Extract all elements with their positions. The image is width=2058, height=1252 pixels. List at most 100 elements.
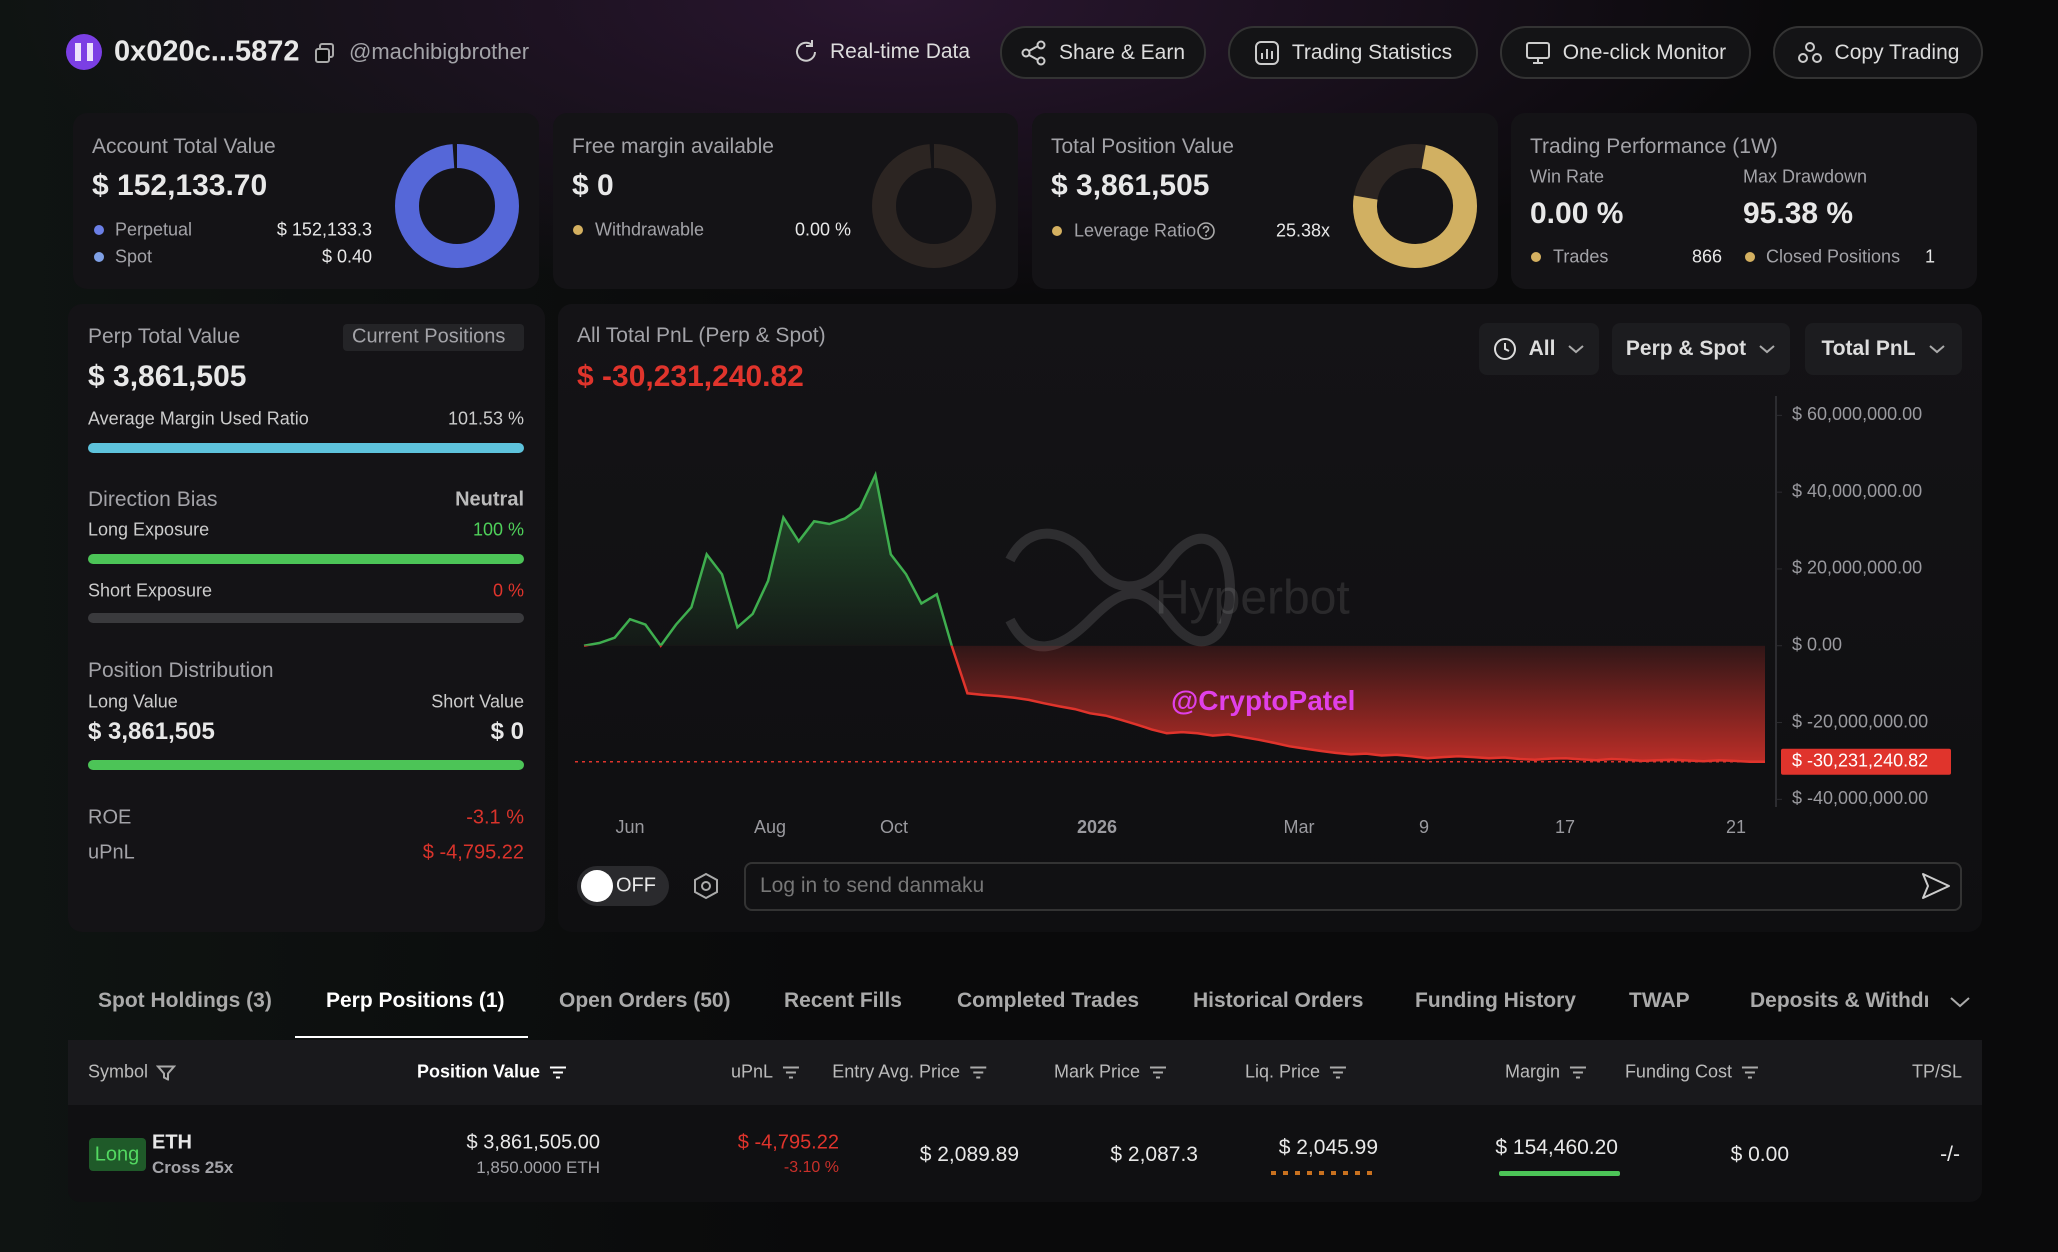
legend-dot	[1745, 252, 1755, 262]
nav-monitor[interactable]: One-click Monitor	[1500, 26, 1751, 79]
sort-icon	[783, 1066, 799, 1078]
row-label: Withdrawable	[595, 219, 705, 240]
tab[interactable]: Open Orders (50)	[559, 989, 731, 1012]
y-tick-label: $ -40,000,000.00	[1792, 788, 1928, 808]
row-value: 0.00 %	[794, 219, 851, 240]
column-header[interactable]: Margin	[1505, 1062, 1588, 1083]
danmaku-input[interactable]	[744, 862, 1962, 911]
tab-chip-label: Current Positions	[352, 325, 506, 348]
tab[interactable]: Funding History	[1415, 989, 1576, 1012]
column-header[interactable]: Funding Cost	[1625, 1062, 1760, 1083]
donut	[1353, 143, 1477, 268]
row-value: $ 0.40	[321, 246, 372, 267]
copy-icon[interactable]	[314, 42, 336, 64]
icon-shape	[1150, 1066, 1166, 1078]
long-bar	[88, 554, 524, 564]
column-label: Position Value	[416, 1061, 540, 1082]
sort-icon	[1150, 1066, 1166, 1078]
value: 100 %	[472, 519, 524, 540]
stat-value: 95.38 %	[1743, 197, 1854, 230]
cell-sub: -3.10 %	[783, 1159, 839, 1176]
filter-metric[interactable]: Total PnL	[1805, 323, 1962, 375]
table-header	[68, 1040, 1982, 1105]
cell-sub: 1,850.0000 ETH	[476, 1158, 600, 1177]
legend-dot	[1531, 252, 1541, 262]
column-header[interactable]: Symbol	[88, 1061, 177, 1083]
tab-chip[interactable]	[343, 324, 524, 351]
symbol: ETH	[152, 1131, 192, 1154]
row-value: 25.38x	[1275, 220, 1330, 241]
column-header[interactable]: Position Value	[417, 1062, 568, 1083]
handle: @machibigbrother	[349, 39, 530, 64]
refresh-icon	[796, 40, 816, 62]
settings-icon[interactable]	[692, 872, 720, 900]
sort-icon	[1742, 1066, 1758, 1078]
column-header[interactable]: Mark Price	[1054, 1062, 1168, 1083]
column-header[interactable]: uPnL	[731, 1062, 801, 1083]
x-tick-label: Oct	[880, 817, 908, 837]
liq-indicator	[1271, 1171, 1379, 1175]
tab[interactable]: Deposits & Withdra	[1750, 989, 1928, 1012]
send-icon[interactable]	[1920, 871, 1952, 901]
tab[interactable]: Completed Trades	[957, 989, 1140, 1012]
legend-dot	[94, 225, 104, 235]
pnl-value: $ -30,231,240.82	[577, 360, 804, 393]
row-label: Spot	[115, 246, 153, 267]
panel-title: Perp Total Value	[88, 325, 241, 348]
short-bar	[88, 613, 524, 623]
monitor-icon	[1525, 41, 1550, 64]
x-tick-label: Jun	[615, 817, 644, 837]
tabs-more[interactable]	[1948, 994, 1972, 1010]
column-label: uPnL	[730, 1061, 773, 1082]
tab-active[interactable]: Perp Positions (1)	[326, 989, 505, 1012]
row-label: Leverage Ratio	[1074, 220, 1197, 241]
column-label: Symbol	[88, 1061, 149, 1082]
margin-bar	[88, 443, 524, 453]
icon-shape	[970, 1066, 986, 1078]
share-icon	[1021, 40, 1046, 65]
nav-copy[interactable]: Copy Trading	[1773, 26, 1983, 79]
nav-realtime[interactable]: Real-time Data	[792, 39, 970, 65]
line-up	[583, 470, 954, 646]
stat-label: Max Drawdown	[1743, 166, 1868, 187]
column-header[interactable]: TP/SL	[1912, 1062, 1962, 1083]
nav-share[interactable]: Share & Earn	[1000, 26, 1206, 79]
sort-icon	[550, 1066, 566, 1078]
panel-title: All Total PnL (Perp & Spot)	[577, 324, 826, 347]
cell: $ 154,460.20	[1495, 1136, 1618, 1159]
cell: $ -4,795.22	[737, 1131, 839, 1154]
nav-stats[interactable]: Trading Statistics	[1228, 26, 1478, 79]
card-value: $ 0	[572, 169, 614, 202]
icon-shape	[1330, 1066, 1346, 1078]
value: $ 0	[490, 718, 524, 745]
sort-icon	[970, 1066, 986, 1078]
tab[interactable]: Recent Fills	[784, 989, 902, 1012]
area-down	[584, 645, 1765, 762]
label: Short Value	[431, 691, 524, 712]
y-tick-label: $ -20,000,000.00	[1792, 711, 1928, 731]
nav-label: Share & Earn	[1058, 40, 1186, 64]
toggle-knob	[581, 870, 613, 902]
column-header[interactable]: Liq. Price	[1245, 1062, 1348, 1083]
tab[interactable]: TWAP	[1629, 989, 1690, 1012]
tab[interactable]: Spot Holdings (3)	[98, 989, 272, 1012]
side: Long	[94, 1143, 140, 1166]
chevron	[1568, 345, 1585, 354]
value: Neutral	[455, 488, 524, 511]
card-title: Account Total Value	[92, 135, 276, 158]
line-down	[584, 645, 1766, 764]
row-value: 866	[1691, 246, 1722, 267]
filter-range[interactable]: All	[1479, 323, 1599, 375]
filter-scope[interactable]: Perp & Spot	[1612, 323, 1790, 375]
column-header[interactable]: Entry Avg. Price	[832, 1062, 988, 1083]
tab[interactable]: Historical Orders	[1193, 989, 1364, 1012]
help-icon[interactable]	[1196, 221, 1216, 241]
column-label: Liq. Price	[1244, 1061, 1320, 1082]
card-title: Free margin available	[572, 135, 774, 158]
sort-icon	[1330, 1066, 1346, 1078]
value: -3.1 %	[466, 806, 524, 829]
chevron	[1759, 345, 1775, 354]
legend-dot	[573, 225, 583, 235]
copy-trading-icon	[1797, 41, 1822, 63]
